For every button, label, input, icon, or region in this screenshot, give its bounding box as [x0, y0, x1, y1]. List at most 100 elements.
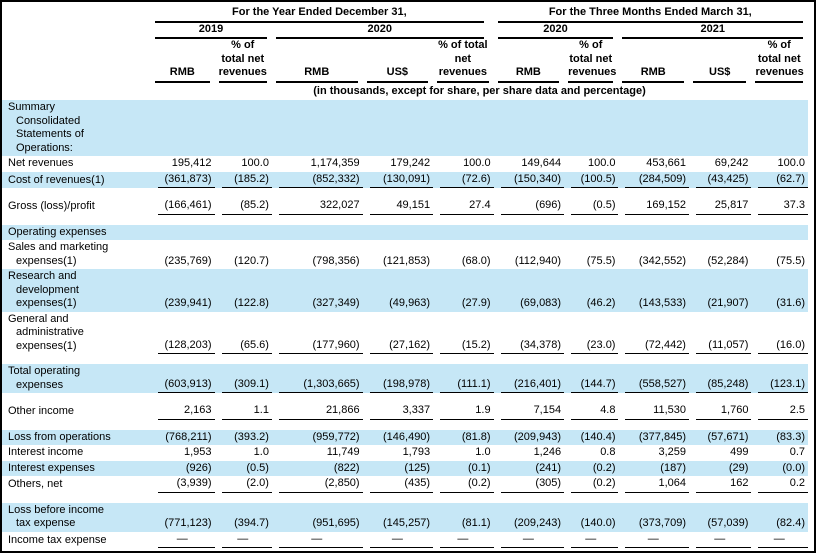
row-label: Income tax expense [8, 533, 107, 546]
cell-value [494, 225, 565, 241]
cell-value: 1.0 [253, 446, 269, 458]
row-label: Loss before income tax expense [8, 503, 104, 530]
cell-value: (100.5) [564, 172, 619, 188]
table-body: Summary Consolidated Statements of Opera… [2, 100, 808, 548]
year-header-q2020: 2020 [494, 23, 619, 39]
spacer-row [2, 420, 808, 430]
cell-value [215, 225, 272, 241]
year-header-2019: 2019 [151, 23, 272, 39]
cell-value: (696) [494, 198, 565, 215]
cell-value: (75.5) [776, 254, 805, 267]
corner-cell [2, 23, 151, 40]
cell-value: 179,242 [390, 157, 431, 169]
cell-value: (120.7) [234, 254, 269, 267]
cell-value [363, 225, 434, 241]
table-row: Net revenues 195,412 100.0 1,174,359 179,242… [2, 156, 808, 172]
cell-value: (361,873) [151, 172, 215, 188]
spacer-row [2, 354, 808, 364]
cell-value [151, 225, 214, 241]
col-header-pct: % of total net revenues [215, 39, 272, 83]
spacer-cell [2, 493, 808, 503]
cell-value: — [689, 532, 752, 548]
cell-value: 2.5 [751, 403, 808, 420]
cell-value: — [151, 532, 215, 548]
row-label: Interest income [8, 446, 84, 458]
cell-value: (284,509) [618, 172, 689, 188]
cell-value [689, 100, 751, 156]
col-header-rmb: RMB [272, 39, 363, 83]
cell-value: 100.0 [777, 157, 805, 169]
cell-value: 169,152 [618, 198, 689, 215]
cell-value: (187) [660, 461, 686, 474]
cell-value: — [363, 532, 434, 548]
cell-value: (603,913) [151, 364, 215, 393]
col-header-rmb: RMB [494, 39, 565, 83]
cell-value: (62.7) [751, 172, 808, 188]
cell-value: (393.2) [234, 430, 269, 443]
col-header-usd: US$ [363, 39, 434, 83]
cell-value: 49,151 [363, 198, 434, 215]
cell-value: (34,378) [494, 312, 565, 354]
cell-value: (0.5) [246, 461, 269, 474]
cell-value: (198,978) [363, 364, 434, 393]
table-row: Interest expenses (926) (0.5) (822) (125) (0.… [2, 460, 808, 476]
cell-value: 453,661 [646, 157, 686, 169]
cell-value: (123.1) [751, 364, 808, 393]
cell-value: (0.0) [782, 461, 805, 474]
cell-value: (342,552) [638, 254, 686, 267]
cell-value: 1,174,359 [310, 157, 360, 169]
spacer-cell [2, 188, 808, 198]
cell-value: (177,960) [272, 312, 363, 354]
col-header-pct: % of total net revenues [564, 39, 618, 83]
cell-value: (241) [535, 461, 562, 474]
cell-value [494, 100, 565, 156]
cell-value: (46.2) [586, 297, 616, 309]
cell-value: (144.7) [564, 364, 619, 393]
cell-value: (72.6) [433, 172, 494, 188]
cell-value: 1,064 [618, 476, 689, 493]
cell-value: (959,772) [312, 430, 360, 443]
table-row: Income tax expense — — — — — — — — — — [2, 532, 808, 548]
cell-value: (27,162) [363, 312, 434, 354]
cell-value: (43,425) [689, 172, 752, 188]
cell-value: (31.6) [776, 297, 805, 309]
cell-value: (121,853) [383, 254, 431, 267]
cell-value: (3,939) [151, 476, 215, 493]
cell-value [433, 100, 494, 156]
cell-value: (140.4) [580, 430, 616, 443]
cell-value: (852,332) [272, 172, 363, 188]
cell-value: (111.1) [433, 364, 494, 393]
cell-value: 2,163 [151, 403, 215, 420]
table-row: Loss before income tax expense (771,123) (… [2, 502, 808, 532]
row-label: General and administrative expenses(1) [8, 312, 84, 352]
cell-value: (309.1) [215, 364, 272, 393]
row-label: Other income [8, 405, 75, 417]
cell-value: (82.4) [776, 517, 805, 529]
cell-value [618, 225, 689, 241]
unit-note: (in thousands, except for share, per sha… [313, 84, 646, 97]
cell-value: 1,246 [533, 446, 562, 458]
cell-value: (0.1) [467, 461, 491, 474]
table-row: Other income 2,163 1.1 21,866 3,337 1.9 7,154 4… [2, 403, 808, 420]
cell-value: (209,243) [514, 517, 562, 529]
cell-value: 0.8 [600, 446, 616, 458]
spacer-cell [2, 393, 808, 403]
period-header-row: For the Year Ended December 31, For the … [2, 6, 808, 23]
cell-value: 322,027 [272, 198, 363, 215]
cell-value: (0.5) [564, 198, 619, 215]
cell-value: (16.0) [751, 312, 808, 354]
cell-value: 21,866 [272, 403, 363, 420]
col-header-pct: % of total net revenues [751, 39, 808, 83]
cell-value: 27.4 [433, 198, 494, 215]
cell-value: (145,257) [383, 517, 431, 529]
cell-value: 37.3 [751, 198, 808, 215]
cell-value: — [433, 532, 494, 548]
spacer-row [2, 215, 808, 225]
cell-value: (209,943) [514, 430, 562, 443]
cell-value: 4.8 [564, 403, 619, 420]
cell-value: (112,940) [514, 254, 562, 267]
col-header-usd: US$ [689, 39, 751, 83]
cell-value: — [494, 532, 565, 548]
cell-value: 69,242 [714, 157, 749, 169]
